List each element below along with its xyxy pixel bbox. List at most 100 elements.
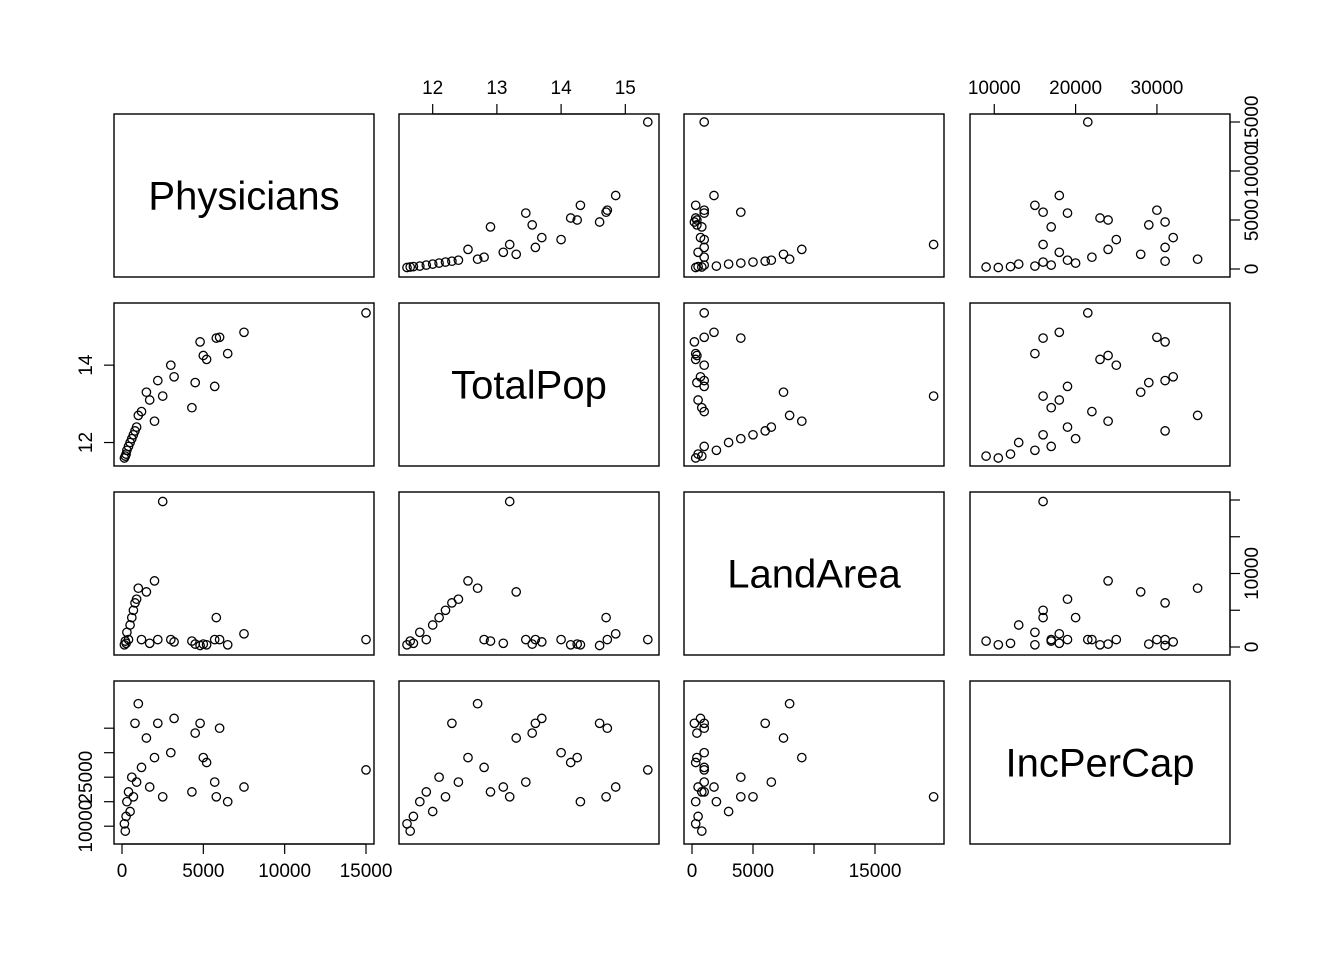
- data-point: [427, 620, 438, 630]
- panel-frame: [969, 491, 1231, 656]
- panel-grid: Physicians TotalPop LandArea IncPerCap: [113, 113, 1231, 845]
- data-point: [699, 360, 710, 371]
- data-point: [211, 333, 222, 343]
- data-point: [690, 262, 701, 273]
- data-point: [690, 818, 701, 829]
- x-axis-landarea: 0 5000 15000: [687, 843, 901, 882]
- data-point: [1160, 375, 1170, 386]
- data-point: [993, 453, 1004, 463]
- tick-label: 12: [422, 78, 443, 99]
- data-point: [152, 634, 163, 645]
- data-point: [169, 713, 179, 724]
- data-point: [699, 723, 710, 734]
- data-point: [690, 453, 701, 463]
- data-point: [690, 354, 701, 365]
- data-point: [1111, 634, 1122, 645]
- data-point: [405, 262, 416, 272]
- data-point: [1135, 387, 1146, 398]
- panel-frame: [683, 491, 945, 656]
- data-point: [699, 718, 710, 729]
- data-point: [699, 117, 710, 127]
- data-point: [520, 634, 531, 645]
- tick-label: 5000: [732, 861, 774, 882]
- data-point: [766, 422, 777, 432]
- data-point: [760, 718, 771, 729]
- data-point: [572, 752, 583, 763]
- data-point: [1013, 437, 1024, 448]
- tick-label: 14: [76, 354, 97, 376]
- data-point: [594, 640, 605, 651]
- data-point: [696, 262, 707, 272]
- data-point: [993, 639, 1004, 650]
- data-point: [530, 634, 541, 645]
- data-point: [1038, 333, 1048, 343]
- tick-label: 10000: [968, 78, 1021, 99]
- data-point: [1013, 620, 1024, 630]
- data-point: [123, 787, 134, 797]
- data-point: [361, 634, 371, 645]
- data-point: [504, 239, 515, 250]
- data-point: [642, 634, 653, 645]
- data-point: [504, 791, 515, 802]
- y-axis-totalpop: 12 14: [76, 354, 115, 453]
- data-point: [187, 636, 197, 646]
- data-point: [1038, 605, 1048, 616]
- panel-frame: [969, 113, 1231, 278]
- data-point: [361, 765, 371, 775]
- data-point: [602, 723, 613, 734]
- data-point: [711, 796, 722, 807]
- data-point: [735, 258, 746, 268]
- data-point: [131, 777, 142, 787]
- panel-frame: [969, 680, 1231, 845]
- data-point: [766, 255, 777, 266]
- data-point: [696, 222, 707, 232]
- data-point: [527, 728, 538, 738]
- data-point: [1103, 576, 1113, 586]
- data-point: [1095, 639, 1105, 650]
- panel-landarea-vs-physicians: [113, 491, 375, 656]
- data-point: [130, 598, 140, 608]
- data-point: [602, 205, 613, 216]
- data-point: [1095, 213, 1105, 223]
- data-point: [536, 713, 547, 724]
- data-point: [133, 410, 144, 421]
- data-point: [1054, 327, 1065, 338]
- data-point: [1005, 638, 1016, 649]
- data-point: [1160, 640, 1170, 651]
- data-point: [766, 777, 777, 787]
- data-point: [421, 260, 432, 270]
- data-point: [692, 215, 702, 225]
- data-point: [152, 718, 163, 729]
- data-point: [689, 337, 700, 347]
- panel-landarea-vs-landarea: LandArea: [683, 491, 945, 656]
- data-point: [642, 117, 653, 127]
- panel-totalpop-vs-physicians: [113, 302, 375, 467]
- data-point: [1103, 639, 1113, 649]
- data-point: [1152, 205, 1162, 216]
- tick-label: 15: [615, 78, 636, 99]
- data-point: [498, 638, 509, 649]
- data-point: [1005, 449, 1016, 459]
- data-point: [1087, 406, 1097, 417]
- data-point: [239, 782, 249, 792]
- data-point: [693, 782, 703, 792]
- data-point: [165, 634, 176, 645]
- variable-label-physicians: Physicians: [148, 175, 339, 219]
- data-point: [1135, 249, 1146, 260]
- data-point: [1062, 255, 1073, 266]
- data-point: [1070, 433, 1081, 444]
- variable-label-incpercap: IncPerCap: [1006, 742, 1195, 786]
- data-point: [692, 350, 702, 361]
- data-point: [434, 258, 444, 268]
- data-point: [1087, 634, 1097, 645]
- data-point: [1038, 429, 1048, 440]
- data-point: [699, 762, 710, 773]
- data-point: [504, 496, 515, 507]
- data-point: [1143, 639, 1154, 649]
- data-point: [402, 639, 412, 650]
- data-point: [610, 628, 621, 639]
- data-point: [1192, 583, 1203, 594]
- data-point: [1095, 354, 1105, 365]
